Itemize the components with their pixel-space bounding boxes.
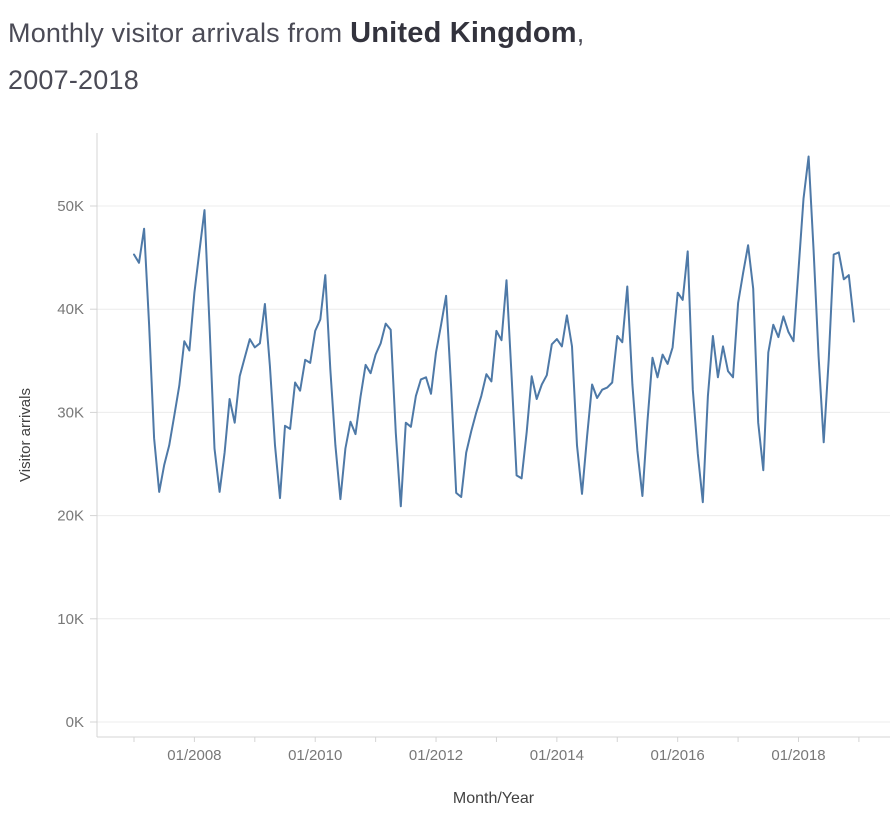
chart-title: Monthly visitor arrivals from United Kin… <box>8 10 868 104</box>
x-tick-label: 01/2008 <box>167 747 221 764</box>
y-tick-label: 50K <box>57 198 84 215</box>
chart-title-years: 2007-2018 <box>8 65 139 95</box>
y-tick-label: 10K <box>57 611 84 628</box>
x-tick-label: 01/2018 <box>771 747 825 764</box>
chart-title-suffix: , <box>576 18 585 48</box>
chart-title-country: United Kingdom <box>350 17 577 49</box>
series-line <box>133 155 855 508</box>
x-tick-label: 01/2012 <box>409 747 463 764</box>
x-tick-label: 01/2010 <box>288 747 342 764</box>
chart-title-prefix: Monthly visitor arrivals from <box>8 18 351 48</box>
y-tick-label: 30K <box>57 404 84 421</box>
x-axis-title: Month/Year <box>453 790 535 807</box>
y-tick-label: 20K <box>57 508 84 525</box>
x-tick-label: 01/2016 <box>651 747 705 764</box>
y-tick-label: 0K <box>66 714 84 731</box>
y-tick-label: 40K <box>57 301 84 318</box>
x-tick-label: 01/2014 <box>530 747 584 764</box>
y-axis-title: Visitor arrivals <box>17 388 34 482</box>
